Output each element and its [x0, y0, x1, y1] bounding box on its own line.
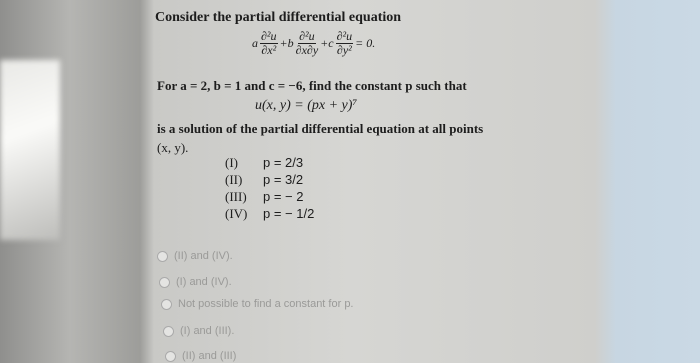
points: (x, y).: [157, 140, 189, 155]
given: For a = 2, b = 1 and c = −6, find the co…: [157, 78, 467, 93]
condition: is a solution of the partial differentia…: [157, 121, 484, 136]
statement-label: (II): [225, 172, 243, 187]
rhs: = 0.: [355, 36, 376, 50]
choice-text: (I) and (IV).: [176, 276, 232, 288]
statement: (I) p = 2/3: [225, 155, 303, 171]
choice[interactable]: (I) and (III).: [163, 325, 234, 337]
choice[interactable]: (I) and (IV).: [159, 276, 232, 288]
coefficient: +b: [279, 36, 294, 50]
background-window: [0, 60, 60, 240]
choice-text: (II) and (IV).: [174, 250, 233, 262]
radio-button[interactable]: [161, 298, 172, 310]
radio-button[interactable]: [157, 250, 168, 262]
denominator: ∂x∂y: [295, 43, 319, 57]
statement-text: p = − 2: [263, 189, 304, 204]
statement-label: (IV): [225, 206, 248, 221]
equation: a ∂²u ∂x² +b ∂²u ∂x∂y +c ∂²u ∂y² = 0.: [252, 30, 375, 57]
denominator: ∂y²: [336, 43, 352, 57]
fraction: ∂²u ∂y²: [335, 29, 354, 57]
statement-label: (III): [225, 189, 247, 204]
coefficient: +c: [320, 36, 334, 50]
choice-text: Not possible to find a constant for p.: [178, 298, 354, 310]
choice[interactable]: (II) and (III): [165, 350, 236, 362]
numerator: ∂²u: [260, 29, 278, 44]
radio-button[interactable]: [165, 350, 176, 362]
choice-text: (I) and (III).: [180, 325, 235, 337]
choice[interactable]: (II) and (IV).: [157, 250, 233, 262]
coefficient: a: [252, 36, 258, 50]
statement: (II) p = 3/2: [225, 172, 303, 188]
fraction: ∂²u ∂x²: [260, 30, 278, 57]
statement-label: (I): [225, 155, 238, 170]
radio-button[interactable]: [159, 276, 170, 288]
title: Consider the partial differential equati…: [155, 10, 402, 25]
fraction: ∂²u ∂x∂y: [296, 30, 319, 57]
statement-text: p = 3/2: [263, 172, 304, 187]
numerator: ∂²u: [335, 29, 354, 44]
statement: (IV) p = − 1/2: [225, 206, 314, 222]
statement: (III) p = − 2: [225, 189, 303, 205]
solution: u(x, y) = (px + y)⁷: [255, 98, 358, 113]
radio-button[interactable]: [163, 325, 174, 337]
statement-text: p = − 1/2: [263, 206, 315, 221]
choice-text: (II) and (III): [182, 350, 237, 362]
numerator: ∂²u: [298, 29, 316, 44]
choice[interactable]: Not possible to find a constant for p.: [161, 298, 354, 310]
denominator: ∂x²: [261, 43, 277, 57]
statement-text: p = 2/3: [263, 155, 304, 170]
